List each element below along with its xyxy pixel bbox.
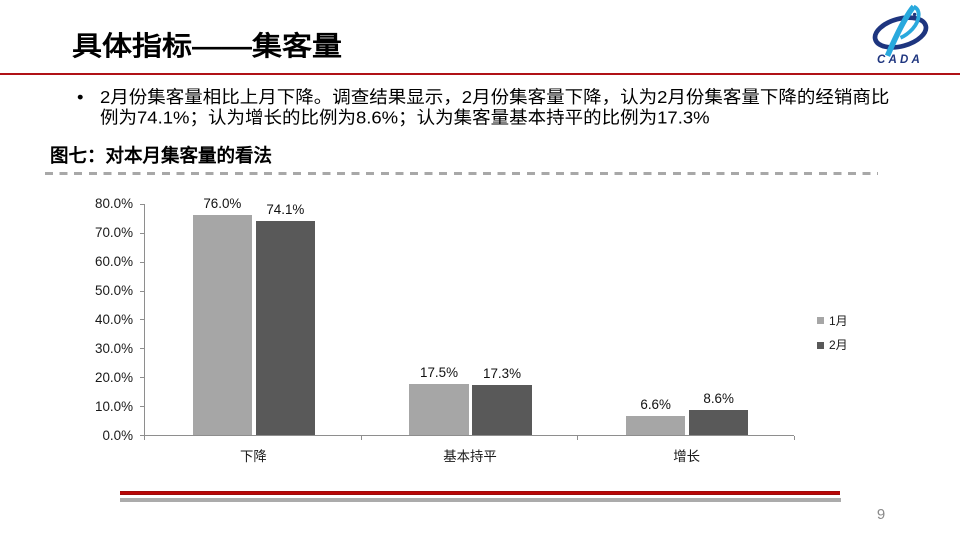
bar-series2	[688, 410, 749, 435]
legend-swatch	[817, 341, 824, 349]
y-tick-mark	[140, 290, 144, 292]
x-tick-mark	[144, 436, 145, 440]
legend-label: 2月	[829, 338, 848, 352]
category-label: 下降	[239, 449, 267, 464]
y-tick-label: 20.0%	[95, 369, 133, 385]
category-label: 增长	[673, 449, 701, 464]
y-tick-label: 10.0%	[95, 398, 133, 414]
y-tick-label: 80.0%	[95, 196, 133, 212]
bar-value-label: 76.0%	[203, 196, 242, 212]
cada-logo: CADA	[872, 4, 929, 66]
y-tick-mark	[140, 203, 144, 205]
page-number: 9	[876, 506, 886, 523]
y-tick-label: 50.0%	[95, 283, 133, 298]
category-label: 基本持平	[443, 449, 497, 464]
y-tick-label: 70.0%	[95, 225, 133, 241]
logo-needle-eye	[912, 12, 917, 17]
y-tick-mark	[140, 348, 144, 350]
x-tick-mark	[360, 436, 362, 440]
bar-series1	[409, 384, 469, 435]
y-tick-mark	[140, 232, 144, 234]
bar-value-label: 6.6%	[640, 396, 671, 412]
footer-red-line	[120, 491, 840, 495]
bullet-paragraph: • 2月份集客量相比上月下降。调查结果显示，2月份集客量下降，认为2月份集客量下…	[77, 87, 907, 128]
y-tick-mark	[140, 406, 144, 408]
y-axis	[144, 203, 145, 436]
dashed-divider	[45, 172, 878, 175]
bullet-marker: •	[77, 86, 84, 107]
y-tick-label: 30.0%	[95, 340, 133, 356]
y-tick-mark	[140, 261, 144, 263]
y-tick-label: 0.0%	[102, 427, 133, 443]
legend-swatch	[817, 317, 824, 324]
bar-series1	[192, 215, 253, 435]
logo-swirl-loop	[899, 4, 921, 40]
x-axis	[144, 435, 794, 436]
slide-title: 具体指标——集客量	[72, 32, 342, 62]
y-tick-mark	[140, 377, 144, 379]
bar-series1	[625, 415, 686, 435]
bar-series2	[255, 220, 316, 435]
footer-gray-line	[120, 498, 841, 502]
y-tick-label: 40.0%	[95, 311, 133, 327]
logo-swirl-tail	[884, 4, 916, 57]
title-divider	[0, 72, 960, 75]
logo-wordmark: CADA	[877, 54, 923, 66]
bar-value-label: 8.6%	[703, 391, 734, 407]
bar-series2	[472, 385, 532, 435]
y-tick-label: 60.0%	[95, 254, 133, 270]
bar-value-label: 74.1%	[266, 201, 305, 217]
bar-value-label: 17.5%	[420, 365, 458, 381]
figure-caption: 图七：对本月集客量的看法	[50, 145, 273, 166]
y-tick-mark	[140, 435, 144, 436]
x-tick-mark	[577, 436, 579, 440]
logo-ellipse-ring	[872, 15, 929, 50]
bar-value-label: 17.3%	[483, 366, 521, 381]
legend-label: 1月	[829, 313, 848, 328]
x-tick-mark	[794, 436, 795, 440]
bullet-text: 2月份集客量相比上月下降。调查结果显示，2月份集客量下降，认为2月份集客量下降的…	[100, 86, 890, 127]
y-tick-mark	[140, 319, 144, 321]
